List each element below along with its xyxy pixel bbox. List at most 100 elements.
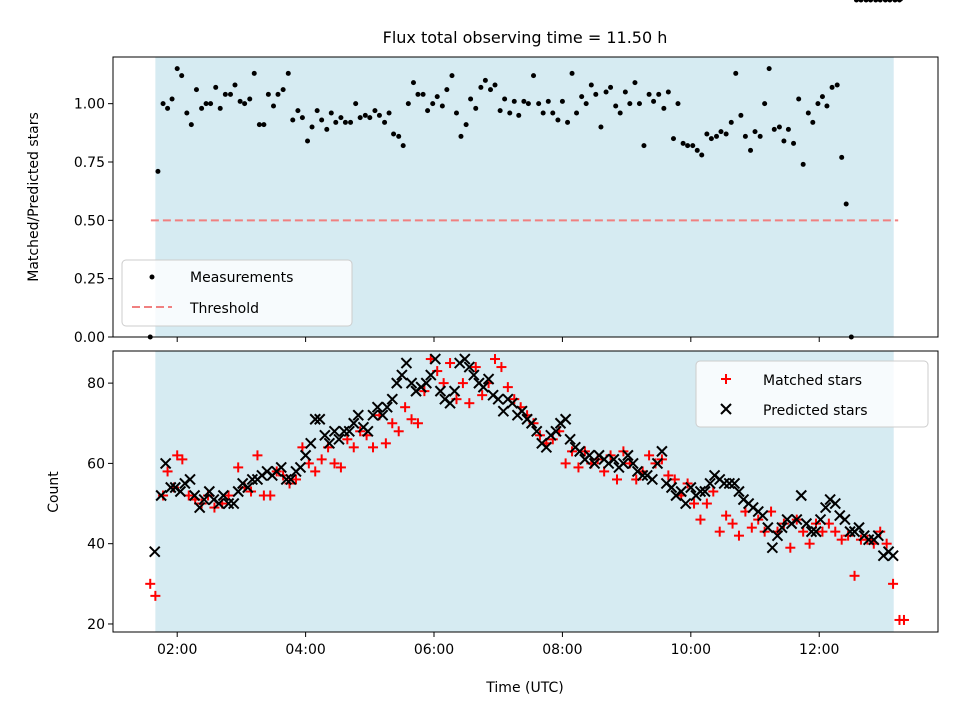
cross-stroke [396,369,408,381]
predicted-star-point [791,513,803,526]
predicted-star-point [776,521,788,534]
measurement-point [622,89,628,95]
matched-star-point [464,398,475,409]
predicted-star-point [887,550,899,562]
predicted-star-point [232,485,244,498]
predicted-star-point [294,461,307,474]
bottom-legend-box [695,360,929,428]
matched-star-point [560,458,571,469]
cross-stroke [762,521,774,534]
matched-star-point [496,362,507,373]
measurement-point [685,143,691,149]
cross-stroke [795,489,807,502]
matched-star-point [714,526,725,537]
top-legend: Measurements Threshold [121,259,353,327]
matched-star-point [457,378,468,389]
measurement-point [453,110,459,116]
measurement-point [656,91,662,97]
top-x-ticks [176,337,820,342]
cross-stroke [776,521,788,534]
cross-stroke [771,529,784,542]
predicted-star-point [174,485,187,498]
measurement-point [708,136,714,142]
cross-stroke [159,457,172,470]
bottom-legend: Matched stars Predicted stars [695,360,929,428]
legend-cross [720,403,732,415]
measurement-point [742,133,748,139]
measurement-point [757,133,763,139]
cross-stroke [525,417,538,429]
measurement-point [588,82,594,88]
matched-star-point [701,498,712,509]
measurement-point [256,122,262,128]
measurement-point [468,96,474,102]
matched-star-point [611,474,622,485]
measurement-point [309,124,315,130]
measurement-point [781,138,787,144]
matched-star-point [721,510,732,521]
cross-stroke [550,425,562,437]
cross-stroke [574,445,586,458]
cross-stroke [583,449,596,462]
predicted-stars-points [149,0,903,562]
predicted-star-point [636,469,649,482]
predicted-star-point [275,461,287,474]
measurement-point [525,101,531,107]
measurement-point [690,143,696,149]
cross-stroke [791,513,803,526]
predicted-star-point [665,481,678,494]
cross-stroke [275,461,287,474]
cross-stroke [872,529,884,542]
cross-stroke [371,401,384,413]
measurement-point [815,101,821,107]
predicted-star-point [814,513,827,526]
measurement-point [342,119,348,125]
y-tick-label: 1.00 [74,97,105,113]
legend-predicted-label: Predicted stars [763,403,868,419]
predicted-star-point [583,449,596,462]
matched-star-point [233,462,244,473]
measurement-point [372,108,378,114]
cross-stroke [516,405,528,417]
measurement-point [723,131,729,137]
legend-measurements-label: Measurements [190,270,293,286]
measurement-point [565,119,571,125]
predicted-star-point [839,513,851,526]
measurement-point [449,73,455,79]
matched-star-point [400,402,411,413]
measurement-point [396,133,402,139]
predicted-star-point [319,429,331,442]
cross-stroke [588,457,601,470]
cross-stroke [217,489,230,502]
cross-stroke [299,449,312,462]
matched-star-point [316,454,327,465]
measurement-point [887,0,893,3]
measurement-point [362,112,368,118]
predicted-star-point [348,417,360,429]
measurement-point [391,131,397,137]
predicted-star-point [762,521,774,534]
predicted-star-point [550,425,562,437]
cross-stroke [314,413,326,425]
cross-stroke [420,377,433,389]
matched-star-point [145,578,156,589]
predicted-star-point [694,485,707,498]
cross-stroke [862,533,875,546]
measurement-point [627,101,633,107]
x-tick-label: 04:00 [285,642,325,658]
predicted-star-point [338,425,350,437]
cross-stroke [203,485,216,498]
measurement-point [497,108,503,114]
measurement-point [665,89,671,95]
cross-stroke [622,449,634,462]
predicted-star-point [497,405,510,417]
predicted-star-point [468,369,480,381]
x-tick-label: 02:00 [157,642,197,658]
cross-stroke [699,485,711,498]
cross-stroke [646,473,659,486]
measurement-point [718,129,724,135]
predicted-star-point [217,489,230,502]
cross-stroke [184,473,196,486]
predicted-star-point [381,401,393,413]
x-tick-label: 12:00 [799,642,839,658]
